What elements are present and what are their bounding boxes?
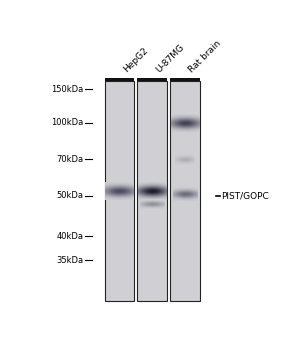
Text: Rat brain: Rat brain [187,39,223,74]
Text: 150kDa: 150kDa [51,85,83,94]
Text: 40kDa: 40kDa [56,232,83,240]
Text: 100kDa: 100kDa [51,118,83,127]
Text: PIST/GOPC: PIST/GOPC [221,191,269,200]
Bar [105,78,134,81]
Text: 35kDa: 35kDa [56,256,83,265]
Bar [105,81,134,301]
Text: 70kDa: 70kDa [56,155,83,164]
Text: U-87MG: U-87MG [154,42,186,74]
Text: HepG2: HepG2 [122,46,150,74]
Text: 50kDa: 50kDa [56,191,83,200]
Bar [137,78,167,81]
Bar [170,78,200,81]
Bar [170,81,200,301]
Bar [137,81,167,301]
